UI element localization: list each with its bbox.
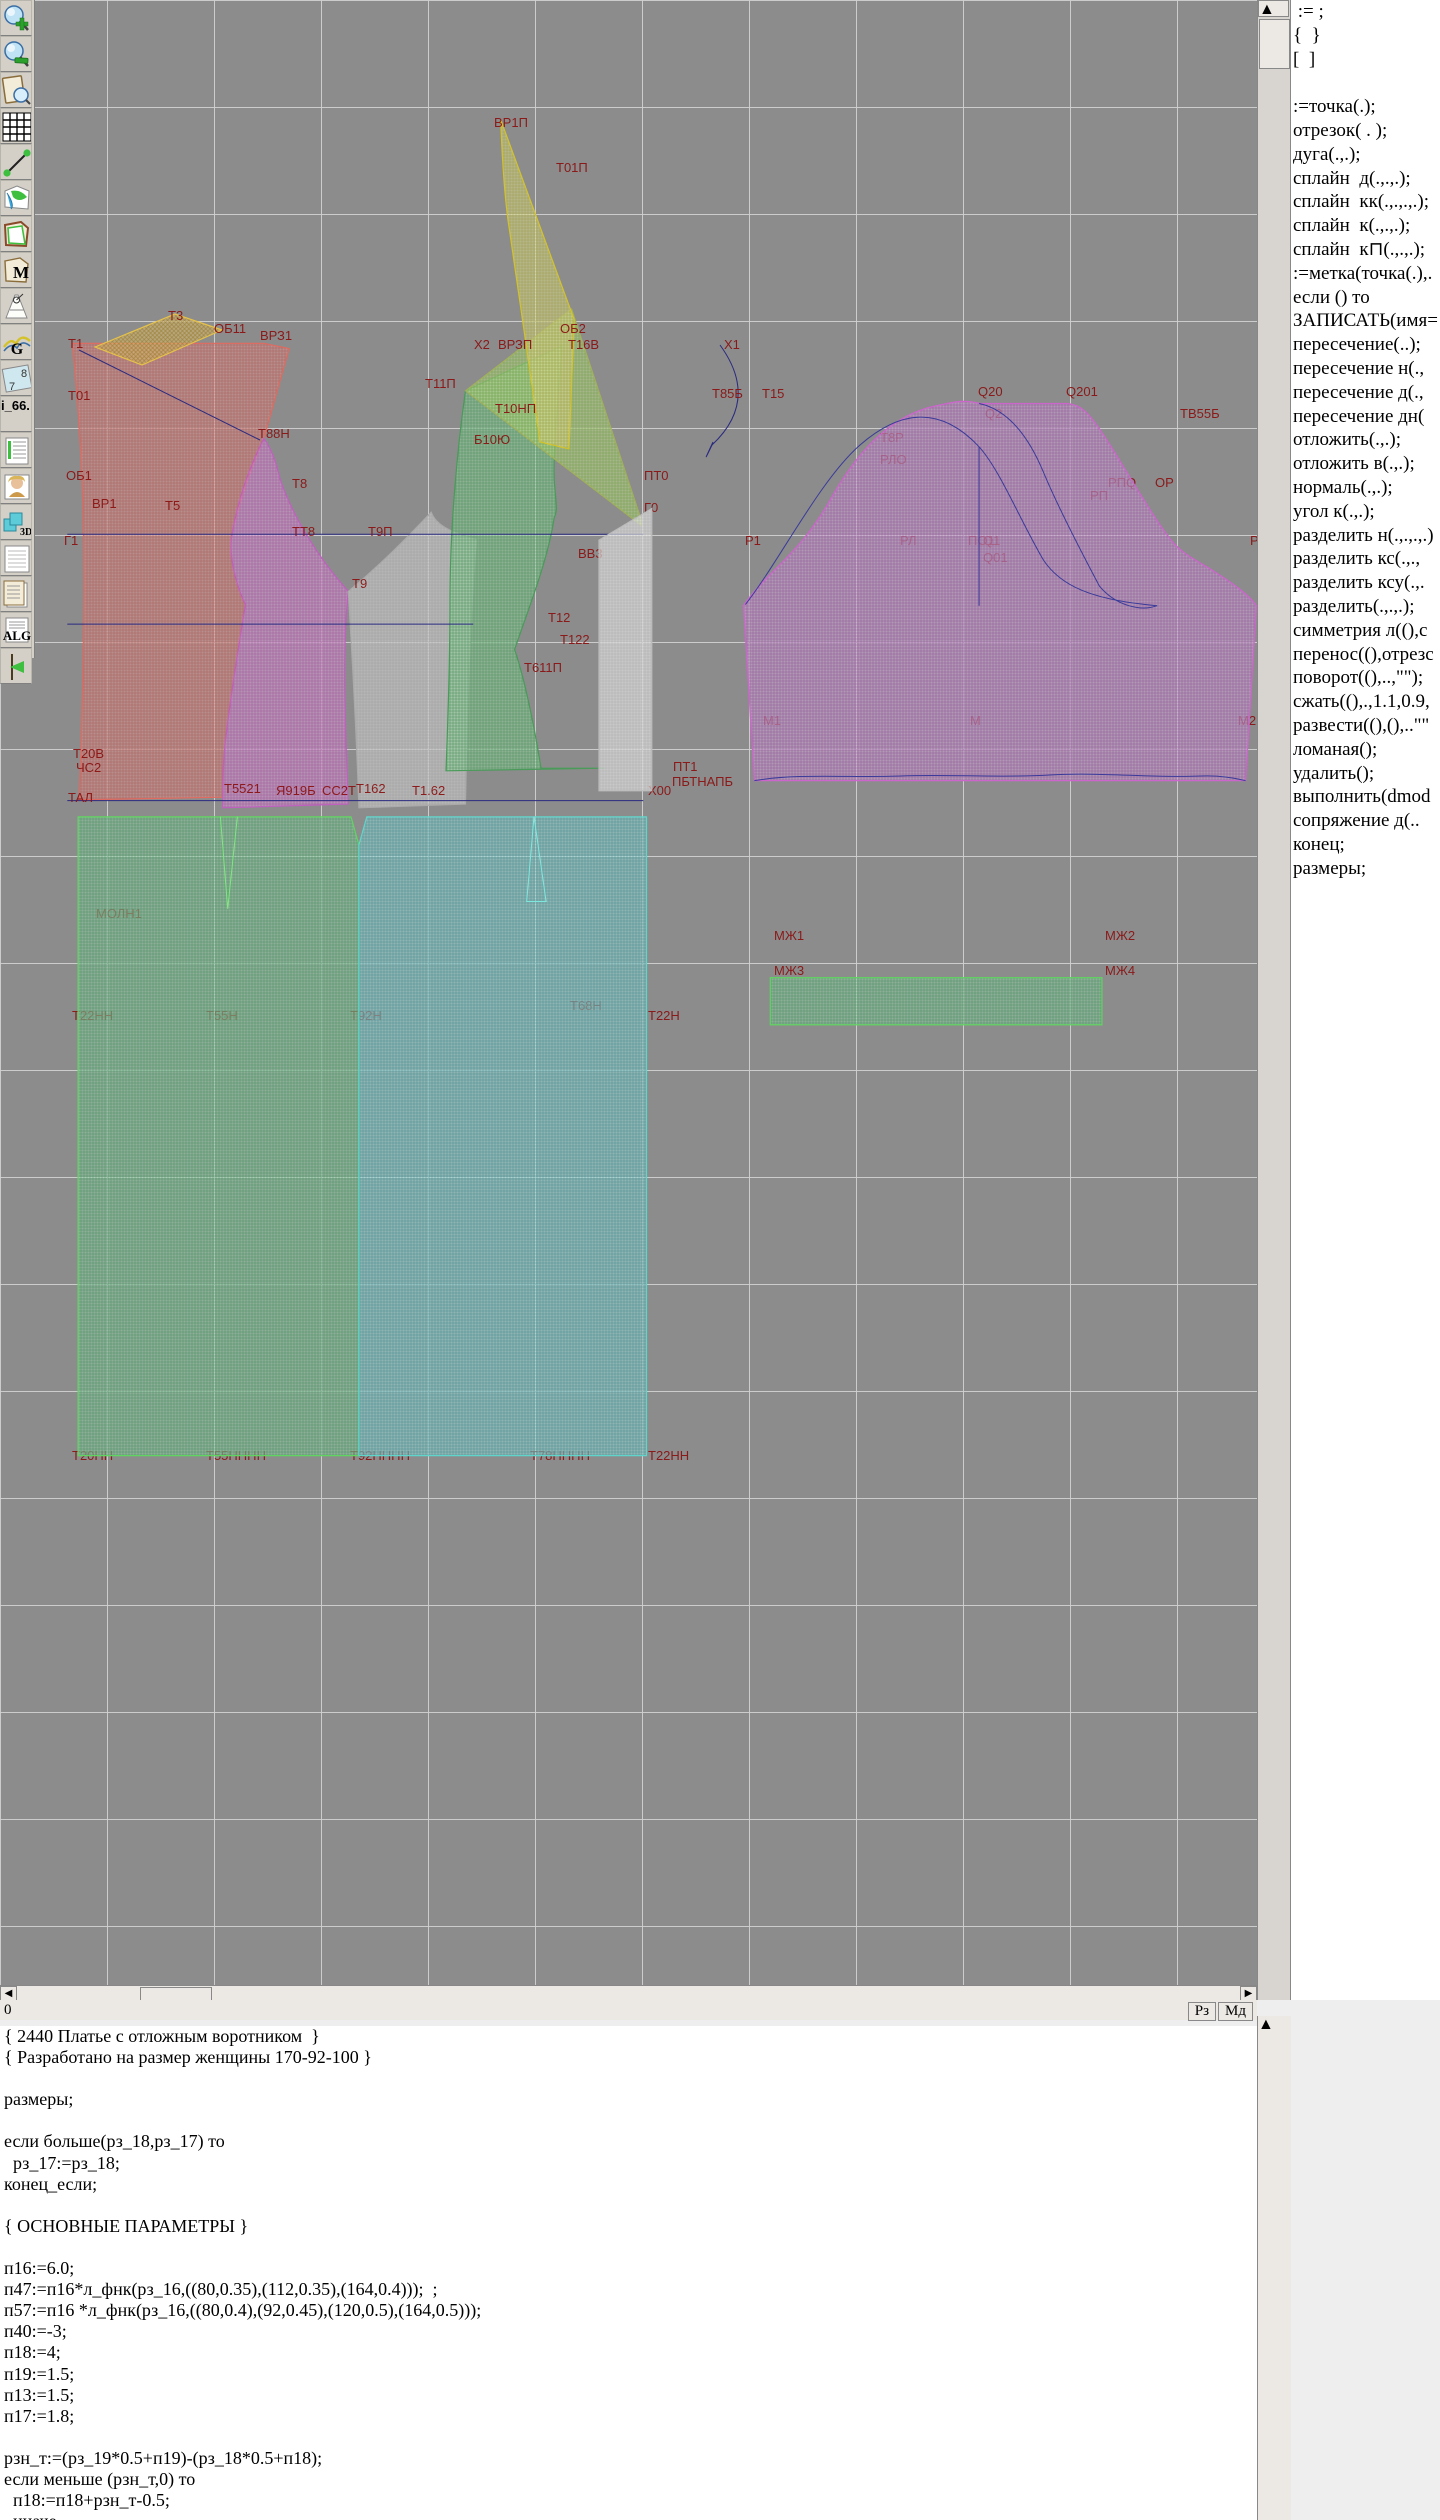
svg-text:8: 8 (21, 368, 27, 380)
svg-text:ALG: ALG (3, 628, 31, 643)
svg-text:Т20В: Т20В (73, 746, 104, 761)
svg-text:Т22Н: Т22Н (648, 1008, 680, 1023)
svg-text:Т611П: Т611П (524, 660, 562, 675)
svg-text:ВР1: ВР1 (92, 496, 117, 511)
svg-text:T1: T1 (68, 336, 83, 351)
svg-text:Т16В: Т16В (568, 337, 599, 352)
svg-text:Б10Ю: Б10Ю (474, 432, 510, 447)
svg-text:ТВ55Б: ТВ55Б (1180, 406, 1220, 421)
svg-text:Т1.62: Т1.62 (412, 783, 445, 798)
svg-text:ВРЗ1: ВРЗ1 (260, 328, 292, 343)
svg-text:Х2: Х2 (474, 337, 490, 352)
svg-text:Я919Б: Я919Б (276, 783, 316, 798)
svg-text:ПТ1: ПТ1 (673, 759, 698, 774)
svg-text:СС2Т: СС2Т (322, 783, 356, 798)
svg-text:Т01П: Т01П (556, 160, 588, 175)
svg-text:ЧС2: ЧС2 (76, 760, 101, 775)
svg-text:Q201: Q201 (1066, 384, 1098, 399)
svg-text:ТТ8: ТТ8 (292, 524, 315, 539)
svg-text:ТАЛ: ТАЛ (68, 790, 93, 805)
svg-text:Т10НП: Т10НП (495, 401, 536, 416)
svg-text:T3: T3 (168, 308, 183, 323)
svg-text:ОБ1: ОБ1 (66, 468, 92, 483)
svg-text:Т88Н: Т88Н (258, 426, 290, 441)
svg-text:Х1: Х1 (724, 337, 740, 352)
svg-text:Т8: Т8 (292, 476, 307, 491)
svg-text:M: M (13, 263, 29, 282)
svg-text:ОБ2: ОБ2 (560, 321, 586, 336)
svg-text:Т01: Т01 (68, 388, 90, 403)
svg-text:Г1: Г1 (64, 533, 78, 548)
svg-text:ВР1П: ВР1П (494, 115, 528, 130)
svg-text:Т9П: Т9П (368, 524, 393, 539)
svg-text:Т11П: Т11П (425, 376, 456, 391)
svg-text:P: P (1250, 533, 1257, 548)
svg-text:Т5: Т5 (165, 498, 180, 513)
svg-text:ПБТНАПБ: ПБТНАПБ (672, 774, 733, 789)
svg-text:Т12: Т12 (548, 610, 570, 625)
svg-text:ОР: ОР (1155, 475, 1174, 490)
svg-text:Q20: Q20 (978, 384, 1003, 399)
svg-text:Т85Б: Т85Б (712, 386, 743, 401)
svg-text:P1: P1 (745, 533, 761, 548)
svg-text:ОБ11: ОБ11 (214, 321, 246, 336)
svg-text:Т122: Т122 (560, 632, 590, 647)
svg-text:G: G (11, 341, 24, 358)
svg-text:Т22НН: Т22НН (648, 1448, 689, 1463)
svg-text:ВРЗП: ВРЗП (498, 337, 532, 352)
svg-text:Т162: Т162 (356, 781, 386, 796)
svg-text:ПТ0: ПТ0 (644, 468, 669, 483)
svg-text:МЖ3: МЖ3 (774, 963, 804, 978)
svg-text:Т5521: Т5521 (224, 781, 261, 796)
svg-text:МЖ4: МЖ4 (1105, 963, 1135, 978)
svg-text:Т15: Т15 (762, 386, 784, 401)
svg-text:7: 7 (9, 381, 15, 393)
svg-text:МЖ2: МЖ2 (1105, 928, 1135, 943)
svg-text:3D: 3D (20, 527, 32, 538)
svg-text:Т9: Т9 (352, 576, 367, 591)
svg-text:МЖ1: МЖ1 (774, 928, 804, 943)
